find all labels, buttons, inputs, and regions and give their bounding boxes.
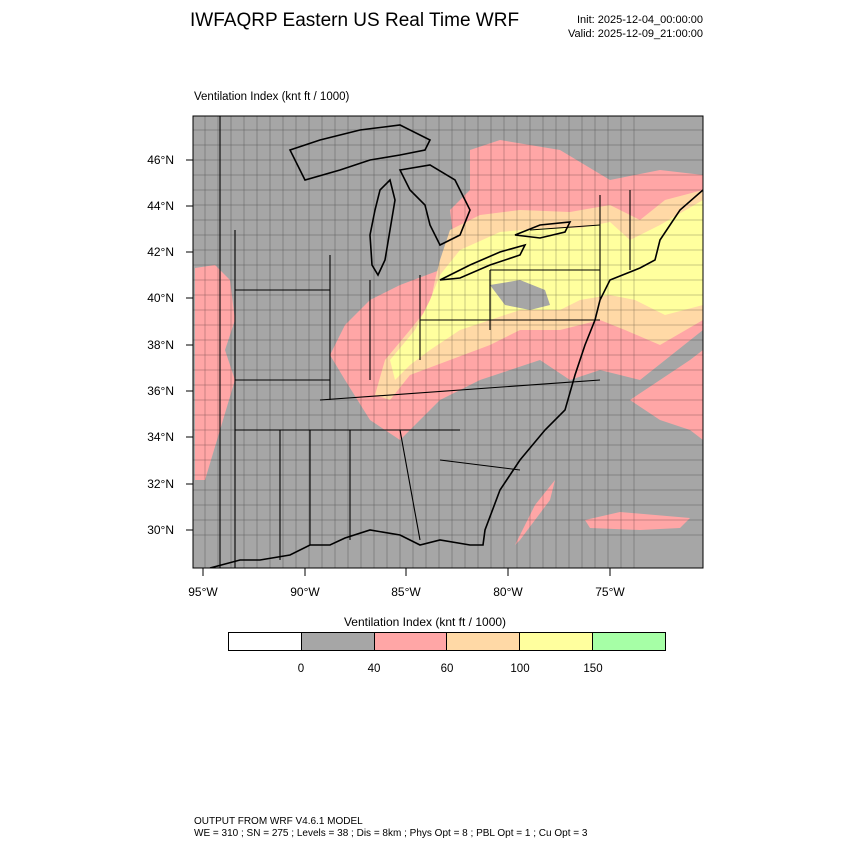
colorbar-box [374, 633, 448, 650]
lat-label: 32°N [147, 477, 174, 491]
lake-huron [398, 164, 471, 247]
footer-model: OUTPUT FROM WRF V4.6.1 MODEL [194, 816, 363, 827]
colorbar-box [229, 633, 302, 650]
yellow-region [390, 200, 703, 380]
lat-label: 46°N [147, 153, 174, 167]
footer-params: WE = 310 ; SN = 275 ; Levels = 38 ; Dis … [194, 828, 588, 839]
county-boundaries [193, 116, 703, 568]
valid-time: Valid: 2025-12-09_21:00:00 [568, 28, 703, 40]
atlantic-coast [209, 189, 703, 568]
lon-label: 80°W [493, 585, 523, 599]
pink-region-ocean [515, 350, 703, 545]
colorbar-title: Ventilation Index (knt ft / 1000) [343, 615, 507, 629]
colorbar-tick-label: 40 [367, 663, 381, 675]
lon-label: 90°W [290, 585, 320, 599]
colorbar-box [520, 633, 594, 650]
lat-label: 40°N [147, 291, 174, 305]
field-label: Ventilation Index (knt ft / 1000) [194, 91, 350, 103]
colorbar-tick-label: 60 [440, 663, 454, 675]
lat-label: 38°N [147, 338, 174, 352]
lon-ticks [202, 568, 611, 576]
lat-label: 30°N [147, 523, 174, 537]
colorbar-tick-label: 150 [583, 663, 603, 675]
colorbar [228, 632, 666, 651]
colorbar-box [301, 633, 375, 650]
lake-superior [288, 124, 432, 181]
lon-label: 95°W [188, 585, 218, 599]
plot-title: IWFAQRP Eastern US Real Time WRF [190, 10, 520, 31]
init-time: Init: 2025-12-04_00:00:00 [577, 14, 703, 26]
lat-label: 44°N [147, 199, 174, 213]
lat-label: 36°N [147, 384, 174, 398]
lon-label: 85°W [391, 585, 421, 599]
lat-label: 42°N [147, 245, 174, 259]
colorbar-tick-label: 100 [510, 663, 530, 675]
map-area [193, 116, 703, 568]
lat-label: 34°N [147, 430, 174, 444]
lon-label: 75°W [595, 585, 625, 599]
lat-ticks [186, 159, 193, 531]
colorbar-box [593, 633, 665, 650]
colorbar-tick-label: 0 [297, 663, 305, 675]
colorbar-box [447, 633, 521, 650]
map-frame [192, 115, 704, 569]
